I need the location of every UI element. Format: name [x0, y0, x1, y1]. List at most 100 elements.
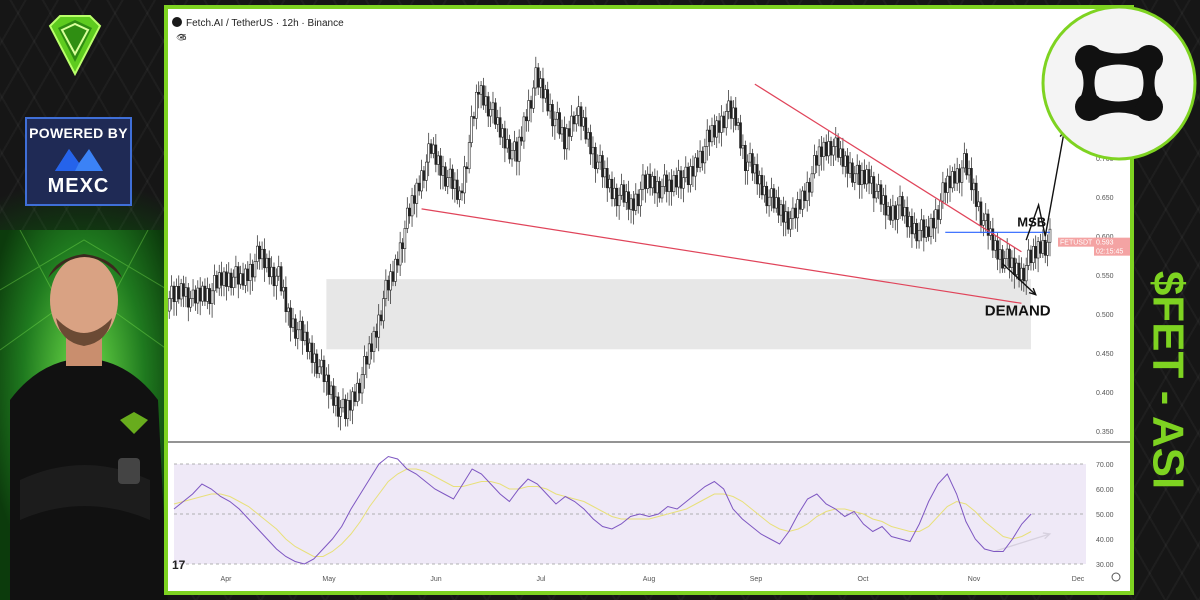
candle: [567, 128, 571, 137]
candle: [855, 164, 859, 175]
candle: [591, 146, 595, 155]
candle: [401, 242, 404, 249]
candle: [658, 181, 661, 199]
candle: [336, 396, 340, 417]
candle: [993, 240, 997, 251]
candle: [608, 178, 611, 189]
candle: [246, 268, 250, 281]
candle: [813, 155, 816, 175]
candle: [405, 207, 409, 229]
candle: [805, 182, 809, 202]
candle: [694, 157, 697, 177]
candle: [910, 216, 914, 235]
candle: [275, 275, 278, 287]
sponsor-line1: POWERED BY: [29, 125, 128, 141]
rsi-tick: 50.00: [1096, 512, 1114, 519]
candle: [279, 266, 283, 292]
candle: [384, 279, 388, 299]
candle: [539, 78, 542, 88]
candle: [965, 153, 968, 176]
candle: [191, 289, 195, 299]
candle: [534, 67, 538, 89]
candle: [253, 261, 257, 278]
candle: [924, 226, 928, 238]
candle: [513, 141, 516, 151]
candle: [820, 146, 823, 157]
candle: [958, 168, 961, 183]
candle: [355, 382, 359, 402]
candle: [310, 342, 314, 363]
candle: [705, 129, 709, 147]
candle: [841, 148, 845, 167]
candle: [1005, 248, 1009, 259]
candle: [1024, 265, 1028, 282]
candle: [810, 173, 814, 193]
fet-mini-icon: [172, 17, 182, 27]
candle: [168, 298, 171, 312]
settings-gear-icon[interactable]: [1111, 572, 1121, 582]
candle: [936, 209, 940, 220]
candle: [953, 171, 957, 184]
candle: [772, 188, 776, 209]
candle: [660, 186, 664, 199]
candle: [755, 164, 759, 185]
candle: [244, 268, 247, 286]
candle: [929, 217, 933, 237]
candle: [827, 141, 830, 157]
price-chart[interactable]: Fetch.AI / TetherUS · 12h · Binance 👁 6 …: [168, 9, 1130, 591]
candle: [620, 184, 623, 196]
candle: [970, 168, 973, 191]
candle: [1046, 241, 1049, 256]
candle: [1041, 239, 1045, 254]
candle: [860, 169, 864, 186]
candle: [386, 279, 390, 291]
candle: [417, 182, 421, 192]
candle: [444, 166, 447, 187]
candle: [455, 179, 459, 200]
eye-icon[interactable]: 👁: [176, 33, 186, 42]
candle: [225, 271, 228, 287]
candle: [315, 353, 319, 374]
candle: [258, 245, 261, 260]
candle: [982, 220, 985, 226]
candle: [555, 112, 559, 120]
candle: [1017, 262, 1021, 280]
candle: [215, 275, 219, 289]
price-badge-symbol: FETUSDT: [1060, 240, 1093, 247]
candle: [1027, 249, 1030, 266]
candle: [627, 191, 630, 210]
candle: [320, 359, 323, 368]
candle: [508, 139, 511, 160]
candle: [770, 188, 773, 198]
candle: [801, 190, 804, 210]
candle: [313, 353, 316, 363]
candle: [206, 288, 209, 302]
price-badge-value: 0.593: [1096, 240, 1114, 247]
candle: [477, 91, 480, 95]
candle: [927, 226, 930, 237]
candle: [198, 287, 202, 302]
candle: [408, 207, 411, 217]
candle: [870, 176, 873, 184]
candle: [353, 391, 357, 402]
candle: [377, 314, 381, 338]
candle: [472, 116, 476, 119]
candle: [327, 374, 331, 395]
candle: [308, 342, 311, 352]
candle: [829, 141, 833, 156]
candle: [584, 117, 588, 140]
projection-arrow: [1025, 130, 1065, 241]
candle: [265, 257, 269, 269]
candle: [703, 146, 707, 164]
candle: [901, 196, 904, 217]
candle: [836, 137, 840, 158]
tradingview-logo-icon: 17: [172, 558, 186, 572]
candle: [546, 89, 550, 112]
candle: [348, 400, 352, 411]
candle: [422, 170, 426, 181]
trendline: [754, 83, 1022, 253]
candle: [475, 91, 478, 119]
candle: [636, 193, 640, 207]
candle: [734, 107, 738, 126]
candle: [782, 204, 785, 223]
